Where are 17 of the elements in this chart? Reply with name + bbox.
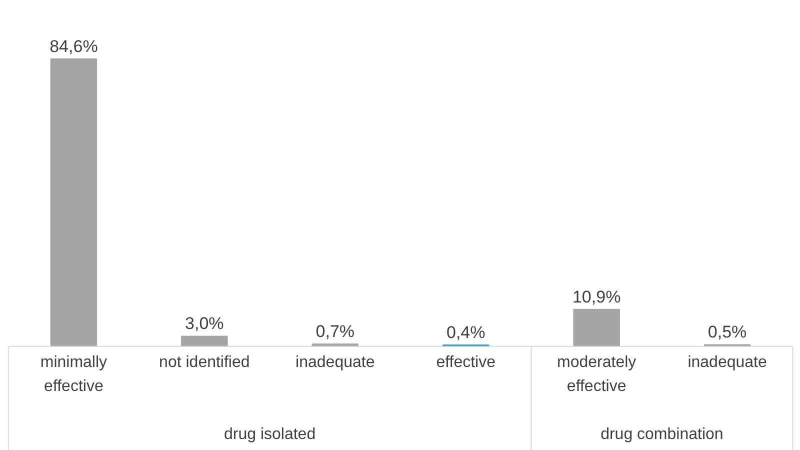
bar	[50, 58, 98, 347]
text: drug combination	[600, 426, 724, 443]
x-tick-label: inadequate	[688, 354, 767, 371]
x-tick-label: effective	[436, 354, 496, 371]
data-label: 0,5%	[708, 322, 747, 342]
bar	[181, 336, 228, 347]
text: drug isolated	[224, 426, 316, 443]
data-label: 10,9%	[572, 287, 621, 306]
x-tick-label: not identified	[159, 354, 250, 371]
x-tick-label: moderately effective	[557, 354, 636, 395]
data-label: 3,0%	[185, 314, 224, 334]
bar	[573, 308, 620, 347]
data-label: 84,6%	[50, 36, 98, 56]
x-tick-label: inadequate	[296, 354, 375, 371]
data-label: 0,7%	[316, 322, 355, 342]
data-label: 0,4%	[446, 323, 486, 342]
x-tick-label: minimally effective	[40, 354, 108, 395]
